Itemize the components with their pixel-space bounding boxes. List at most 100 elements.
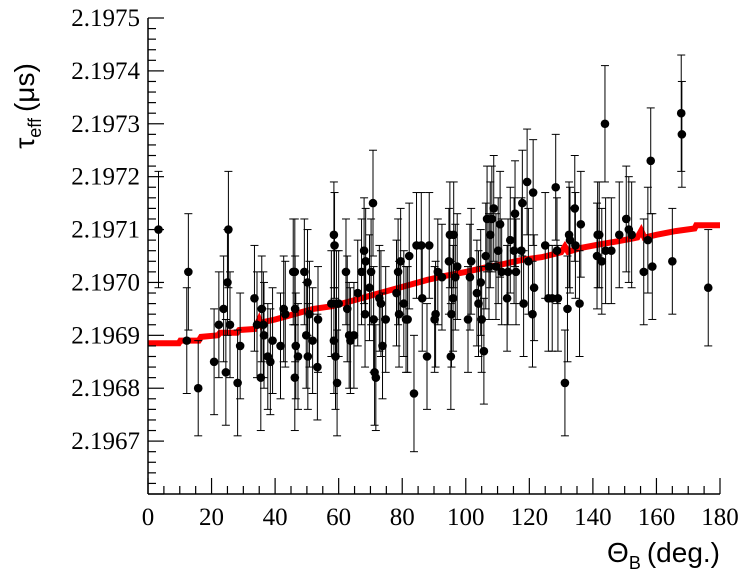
x-tick-label: 40 xyxy=(263,504,288,531)
marker xyxy=(378,341,387,351)
marker xyxy=(353,288,363,298)
data-point xyxy=(280,260,290,368)
marker xyxy=(280,309,290,319)
marker xyxy=(627,230,636,240)
marker xyxy=(209,357,219,367)
marker xyxy=(409,389,419,398)
x-tick-label: 0 xyxy=(142,504,155,531)
data-point xyxy=(576,170,586,278)
marker xyxy=(256,373,266,382)
data-point xyxy=(313,313,322,421)
data-point xyxy=(522,128,532,236)
data-point xyxy=(349,281,359,389)
marker xyxy=(643,235,653,245)
data-point xyxy=(510,160,520,268)
data-point xyxy=(235,292,245,400)
data-point xyxy=(365,234,374,342)
data-point xyxy=(571,192,580,299)
marker xyxy=(193,383,203,393)
marker xyxy=(479,346,489,356)
data-point xyxy=(219,255,228,363)
marker xyxy=(600,119,610,129)
data-point xyxy=(184,213,193,331)
marker xyxy=(597,256,607,266)
marker xyxy=(313,362,322,372)
data-point xyxy=(553,244,563,352)
data-point xyxy=(378,292,387,400)
marker xyxy=(446,352,456,361)
data-point xyxy=(551,133,561,241)
y-tick-label: 2.1975 xyxy=(71,5,140,32)
marker xyxy=(565,235,575,245)
marker xyxy=(487,214,497,224)
marker xyxy=(290,304,300,314)
marker xyxy=(510,209,520,218)
marker xyxy=(511,267,521,277)
marker xyxy=(495,219,505,229)
x-axis-unit: (deg.) xyxy=(647,537,720,568)
marker xyxy=(519,299,528,308)
x-axis-subscript: B xyxy=(629,553,641,573)
data-point xyxy=(404,202,414,310)
marker xyxy=(551,182,561,192)
data-point xyxy=(511,218,521,326)
marker xyxy=(524,256,533,266)
marker xyxy=(639,267,649,277)
data-point xyxy=(503,218,513,326)
data-point xyxy=(564,181,574,289)
y-tick-label: 2.1972 xyxy=(71,164,140,191)
marker xyxy=(522,177,532,187)
y-tick-label: 2.1971 xyxy=(71,217,140,244)
y-axis-title: τeff (μs) xyxy=(9,63,45,149)
marker xyxy=(359,246,369,256)
data-point xyxy=(256,324,266,432)
data-point xyxy=(448,244,458,352)
data-point xyxy=(677,80,687,188)
marker xyxy=(225,320,235,330)
marker xyxy=(465,272,475,282)
marker xyxy=(489,204,499,213)
marker xyxy=(334,299,343,308)
marker xyxy=(560,378,570,388)
y-axis-symbol: τ xyxy=(9,138,40,149)
marker xyxy=(235,341,245,351)
marker xyxy=(466,256,476,266)
marker xyxy=(648,262,657,271)
data-point xyxy=(334,250,343,357)
data-point xyxy=(449,181,459,289)
data-point xyxy=(259,281,269,389)
marker xyxy=(365,283,374,293)
marker xyxy=(503,267,513,277)
marker xyxy=(481,251,491,261)
marker xyxy=(607,246,616,256)
marker xyxy=(305,309,314,319)
data-point xyxy=(560,329,570,437)
data-point xyxy=(497,218,506,326)
marker xyxy=(396,256,405,266)
marker xyxy=(182,336,192,345)
marker xyxy=(646,156,656,166)
x-tick-label: 60 xyxy=(326,504,351,531)
data-point xyxy=(225,271,235,379)
y-tick-label: 2.1974 xyxy=(71,58,140,85)
marker xyxy=(259,331,269,340)
data-point xyxy=(303,303,313,410)
fit-layer xyxy=(148,222,720,347)
data-point xyxy=(371,324,381,432)
marker xyxy=(502,294,512,303)
data-point xyxy=(528,139,538,246)
marker xyxy=(371,373,381,382)
data-point xyxy=(648,213,657,320)
data-point xyxy=(643,186,653,294)
marker xyxy=(381,315,390,324)
data-point xyxy=(575,250,584,357)
marker xyxy=(219,304,228,314)
y-tick-label: 2.1969 xyxy=(71,322,140,349)
y-tick-label: 2.1967 xyxy=(71,428,140,455)
marker xyxy=(308,336,317,345)
data-point xyxy=(313,266,323,373)
data-point xyxy=(437,223,447,331)
fit-line xyxy=(148,222,720,347)
data-point xyxy=(495,170,505,278)
